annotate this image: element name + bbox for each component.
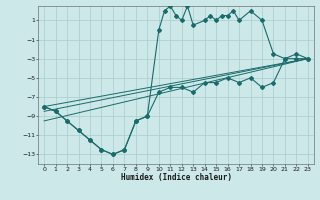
X-axis label: Humidex (Indice chaleur): Humidex (Indice chaleur) <box>121 173 231 182</box>
